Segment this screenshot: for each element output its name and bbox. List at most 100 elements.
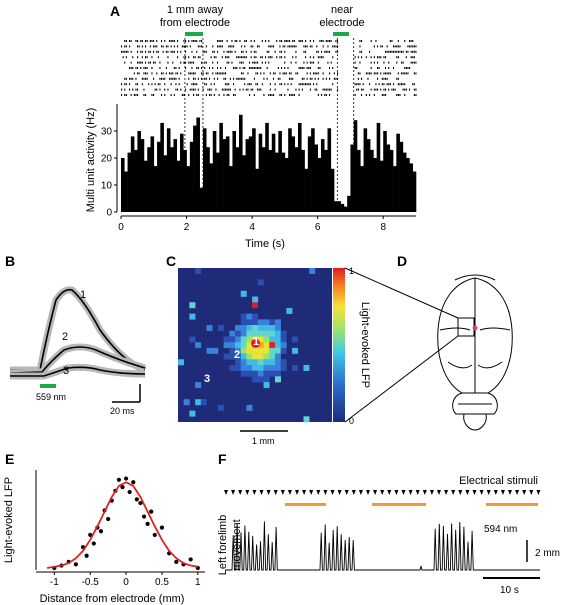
spike-tick: [279, 56, 281, 59]
spike-tick: [175, 77, 177, 80]
scatter-point: [149, 509, 154, 514]
histogram-bar: [245, 139, 250, 212]
spike-tick: [138, 61, 140, 64]
spike-tick: [193, 77, 195, 80]
spike-tick: [193, 88, 195, 91]
point-1-label: 1: [253, 336, 259, 348]
spike-tick: [266, 50, 268, 53]
trace-3: [10, 366, 146, 377]
spike-tick: [135, 94, 137, 96]
spike-tick: [284, 40, 286, 42]
spike-tick: [333, 77, 335, 80]
light-pulse-marker-near: [333, 32, 349, 36]
spike-tick: [257, 45, 259, 48]
heatmap-cell: [240, 347, 247, 354]
forelimb-ylabel-line1: Left forelimb: [217, 515, 229, 576]
spike-tick: [397, 72, 399, 75]
spike-tick: [261, 61, 263, 64]
spike-tick: [161, 72, 163, 75]
heatmap-cell: [263, 325, 270, 332]
spike-tick: [189, 88, 191, 91]
spike-tick: [365, 94, 367, 96]
histogram-bar: [170, 147, 174, 212]
spike-tick: [234, 50, 236, 53]
spike-tick: [329, 72, 331, 75]
spike-tick: [370, 72, 372, 75]
histogram-bar: [261, 147, 266, 212]
spike-tick: [284, 94, 286, 96]
spike-tick: [412, 40, 414, 42]
spike-tick: [194, 77, 196, 80]
spike-tick: [154, 45, 156, 48]
histogram-bar: [216, 152, 220, 212]
spike-tick: [217, 40, 219, 42]
spike-tick: [356, 67, 358, 69]
spike-tick: [233, 45, 235, 48]
histogram-bar: [393, 166, 397, 212]
spike-tick: [324, 50, 326, 53]
heatmap-cell: [263, 347, 270, 354]
spike-tick: [306, 45, 308, 48]
spike-tick: [250, 67, 252, 69]
spike-tick: [185, 61, 187, 64]
light-pulse-bar: [285, 503, 326, 506]
spike-tick: [137, 83, 139, 86]
spike-tick: [281, 83, 283, 86]
spike-tick: [404, 88, 406, 91]
heatmap-cell: [240, 313, 247, 320]
spike-raster: [121, 40, 417, 96]
spike-tick: [319, 56, 321, 59]
spike-tick: [335, 77, 337, 80]
spike-tick: [239, 40, 241, 42]
histogram-bar: [288, 128, 292, 212]
heatmap-cell: [235, 342, 242, 349]
heatmap-cell: [274, 336, 281, 343]
spike-tick: [330, 88, 332, 91]
histogram-bar: [284, 158, 289, 212]
heatmap-cell: [229, 364, 236, 371]
spike-tick: [125, 56, 127, 59]
spike-tick: [410, 56, 412, 59]
spike-tick: [172, 40, 174, 42]
stimulus-marker: [366, 490, 370, 495]
spike-tick: [145, 56, 147, 59]
stimulus-marker: [309, 490, 314, 495]
heatmap-cell: [252, 302, 258, 308]
stimulus-marker: [231, 490, 236, 495]
histogram-bar: [311, 128, 315, 212]
spike-tick: [367, 72, 369, 75]
spike-tick: [154, 88, 156, 91]
time-scalebar-label: 20 ms: [110, 406, 135, 416]
brain-sulcus-left-lower: [447, 361, 473, 369]
histogram-bar: [281, 152, 286, 212]
trace-2-label: 2: [62, 331, 68, 343]
stimulus-marker: [508, 490, 512, 495]
spike-tick: [359, 40, 361, 42]
spike-tick: [354, 61, 356, 64]
heatmap-cell: [252, 296, 259, 303]
heatmap-cell: [235, 364, 242, 371]
spike-tick: [162, 72, 164, 75]
spike-tick: [143, 88, 145, 91]
spike-tick: [146, 67, 148, 69]
panel-a: A 1 mm away from electrode near electrod…: [85, 3, 417, 250]
spike-tick: [193, 56, 195, 59]
spike-tick: [370, 56, 372, 59]
spike-tick: [357, 72, 359, 75]
heatmap-cell: [235, 325, 242, 332]
histogram-bar: [363, 128, 368, 212]
spike-tick: [217, 50, 219, 53]
spike-tick: [261, 83, 263, 86]
spike-tick: [373, 45, 375, 48]
histogram-bar: [291, 136, 296, 212]
spike-tick: [362, 88, 364, 91]
histogram-bar: [183, 149, 187, 212]
spike-tick: [215, 72, 217, 75]
heatmap-cell: [240, 342, 247, 349]
spike-tick: [284, 50, 286, 53]
histogram-bar: [294, 147, 299, 212]
spike-tick: [197, 77, 199, 80]
spike-tick: [402, 61, 404, 64]
spike-tick: [305, 45, 307, 48]
spike-tick: [125, 83, 127, 86]
